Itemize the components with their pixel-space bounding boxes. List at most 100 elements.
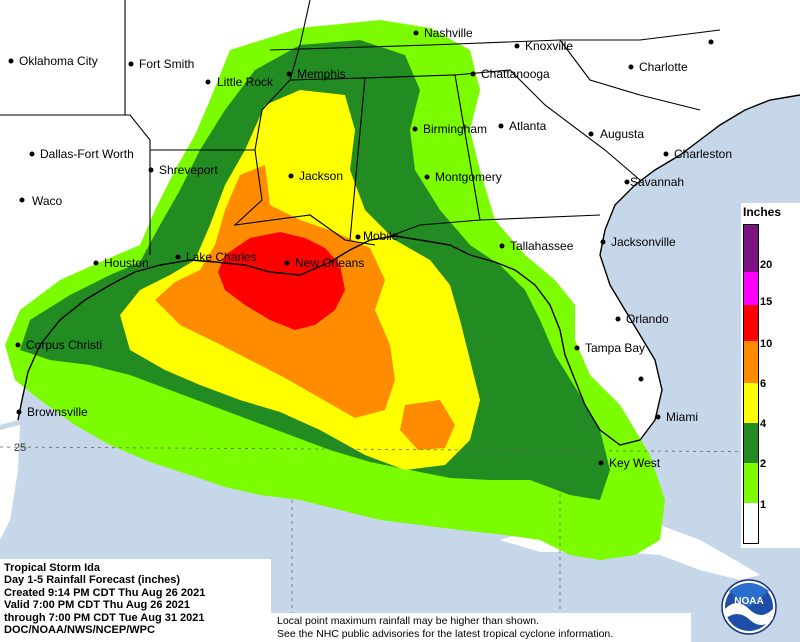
city-dot [16, 409, 22, 415]
city-dot [663, 151, 669, 157]
city-dot [284, 260, 290, 266]
city-label-miami: Miami [666, 410, 698, 424]
city-dot [498, 123, 504, 129]
latitude-label: 25 [14, 442, 26, 454]
city-label-chattanooga: Chattanooga [481, 67, 550, 81]
legend-swatch-4 [744, 383, 758, 423]
city-label-key-west: Key West [609, 456, 661, 470]
forecast-description: Day 1-5 Rainfall Forecast (inches) [4, 574, 181, 587]
city-label-houston: Houston [104, 256, 149, 270]
city-label-little-rock: Little Rock [217, 75, 274, 89]
city-dot [470, 71, 476, 77]
city-dot [413, 30, 419, 36]
legend-swatch-20 [744, 225, 758, 272]
city-label-memphis: Memphis [297, 67, 346, 81]
rain-10in-region [218, 232, 345, 330]
city-dot [655, 414, 661, 420]
city-label-corpus-christi: Corpus Christi [26, 338, 102, 352]
city-dot [499, 243, 505, 249]
city-label-shreveport: Shreveport [159, 163, 218, 177]
legend-swatch-6 [744, 341, 758, 383]
city-label-charleston: Charleston [674, 147, 732, 161]
legend-color-bar [743, 224, 759, 544]
storm-name: Tropical Storm Ida [4, 562, 100, 574]
city-dot [286, 71, 292, 77]
legend-tick-1: 1 [760, 499, 767, 511]
legend-swatch-0 [744, 503, 758, 543]
city-dot [15, 342, 21, 348]
rainfall-legend: Inches 20 15 10 6 4 2 1 [741, 203, 800, 548]
city-label-orlando: Orlando [626, 312, 669, 326]
legend-tick-20: 20 [760, 259, 773, 271]
city-label-charlotte: Charlotte [639, 60, 688, 74]
city-dot [424, 174, 430, 180]
legend-swatch-1 [744, 463, 758, 503]
legend-tick-15: 15 [760, 296, 773, 308]
disclaimer-line-2: See the NHC public advisories for the la… [277, 628, 614, 640]
city-dot [355, 234, 361, 240]
city-label-lake-charles: Lake Charles [186, 250, 257, 264]
city-dot [8, 58, 14, 64]
valid-start-time: Valid 7:00 PM CDT Thu Aug 26 2021 [4, 599, 191, 612]
legend-tick-2: 2 [760, 458, 767, 470]
city-dot [628, 64, 634, 70]
city-dot [708, 39, 714, 45]
city-label-montgomery: Montgomery [435, 170, 502, 184]
city-dot [638, 376, 644, 382]
legend-tick-10: 10 [760, 338, 773, 350]
city-dot [598, 460, 604, 466]
city-label-birmingham: Birmingham [423, 122, 487, 136]
legend-tick-4: 4 [760, 418, 767, 430]
city-label-mobile: Mobile [363, 229, 399, 243]
forecast-info-box: Tropical Storm Ida Day 1-5 Rainfall Fore… [0, 559, 271, 642]
agency-credit: DOC/NOAA/NWS/NCEP/WPC [4, 624, 155, 637]
city-dot [175, 254, 181, 260]
city-dot [615, 316, 621, 322]
city-label-tallahassee: Tallahassee [510, 239, 574, 253]
legend-swatch-2 [744, 423, 758, 463]
mexico-land [0, 425, 20, 540]
city-label-knoxville: Knoxville [525, 39, 573, 53]
city-label-tampa-bay: Tampa Bay [585, 341, 645, 355]
state-borders [0, 0, 721, 255]
city-dot [93, 260, 99, 266]
legend-tick-6: 6 [760, 378, 767, 390]
city-dot [128, 61, 134, 67]
city-label-nashville: Nashville [424, 26, 473, 40]
city-label-jackson: Jackson [299, 169, 343, 183]
legend-swatch-15 [744, 272, 758, 305]
created-time: Created 9:14 PM CDT Thu Aug 26 2021 [4, 586, 206, 599]
city-label-new-orleans: New Orleans [295, 256, 364, 270]
city-dot [205, 79, 211, 85]
noaa-logo: NOAA [721, 579, 777, 635]
city-label-oklahoma-city: Oklahoma City [19, 54, 98, 68]
city-dot [412, 126, 418, 132]
city-label-dallas-fort-worth: Dallas-Fort Worth [40, 147, 134, 161]
city-dot [288, 173, 294, 179]
city-dot [514, 43, 520, 49]
legend-title: Inches [743, 205, 782, 219]
disclaimer-note: Local point maximum rainfall may be high… [271, 613, 691, 642]
valid-end-time: through 7:00 PM CDT Tue Aug 31 2021 [4, 611, 205, 624]
disclaimer-line-1: Local point maximum rainfall may be high… [277, 615, 540, 627]
cities: Oklahoma City Fort Smith Little Rock Mem… [8, 26, 732, 470]
city-dot [600, 239, 606, 245]
city-label-savannah: Savannah [630, 175, 684, 189]
city-label-atlanta: Atlanta [509, 119, 547, 133]
city-label-waco: Waco [32, 194, 63, 208]
city-dot [588, 131, 594, 137]
city-label-augusta: Augusta [600, 127, 644, 141]
city-dot [148, 167, 154, 173]
city-dot [574, 345, 580, 351]
city-label-jacksonville: Jacksonville [611, 235, 676, 249]
city-dot [624, 179, 630, 185]
noaa-logo-text: NOAA [734, 596, 763, 607]
city-dot [29, 151, 35, 157]
coastline [17, 94, 800, 446]
legend-swatch-10 [744, 305, 758, 341]
rain-6in-region-south [400, 400, 455, 450]
city-dot [19, 197, 25, 203]
city-label-fort-smith: Fort Smith [139, 57, 194, 71]
city-label-brownsville: Brownsville [27, 405, 88, 419]
